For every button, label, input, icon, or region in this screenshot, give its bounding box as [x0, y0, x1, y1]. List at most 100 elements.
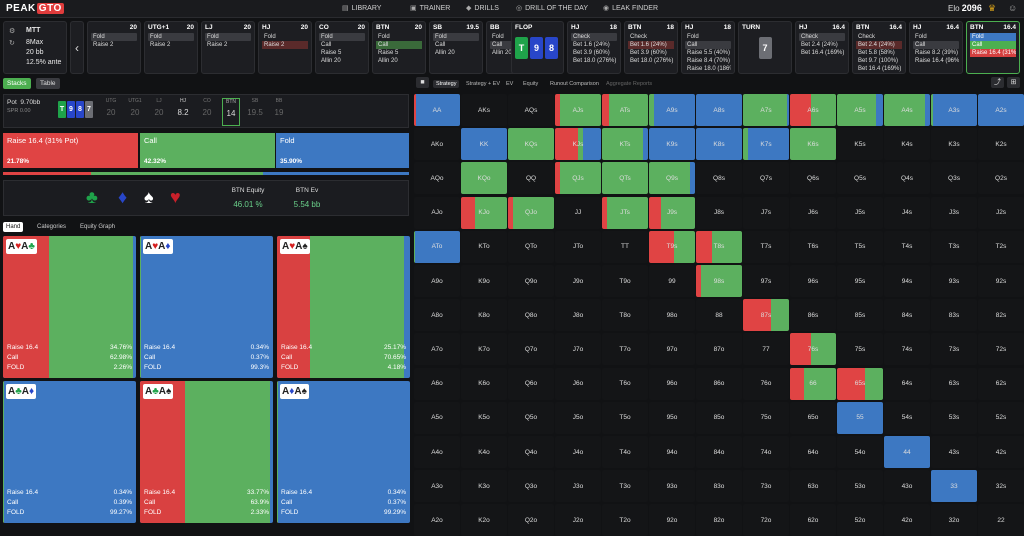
grid-cell[interactable]: AKo — [414, 128, 460, 160]
grid-cell[interactable]: 33 — [931, 470, 977, 502]
grid-cell[interactable]: 32o — [931, 504, 977, 536]
grid-cell[interactable]: 72s — [978, 333, 1024, 365]
grid-cell[interactable]: 98o — [649, 299, 695, 331]
grid-cell[interactable]: 92s — [978, 265, 1024, 297]
grid-cell[interactable]: 62o — [790, 504, 836, 536]
grid-cell[interactable]: 42o — [884, 504, 930, 536]
grid-cell[interactable]: 83o — [696, 470, 742, 502]
grid-cell[interactable]: 55 — [837, 402, 883, 434]
gear-icon[interactable]: ⚙ — [9, 27, 15, 35]
action-option[interactable]: Fold — [91, 33, 137, 41]
action-option[interactable]: Raise 8.4 (70%) — [685, 57, 731, 65]
grid-cell[interactable]: T9s — [649, 231, 695, 263]
action-option[interactable]: Check — [799, 33, 845, 41]
grid-cell[interactable]: J7s — [743, 197, 789, 229]
grid-cell[interactable]: K8s — [696, 128, 742, 160]
grid-cell[interactable]: 93o — [649, 470, 695, 502]
action-option[interactable]: Call — [913, 41, 959, 49]
grid-cell[interactable]: K9o — [461, 265, 507, 297]
action-option[interactable]: Allin 20 — [376, 57, 422, 65]
refresh-icon[interactable]: ↻ — [9, 39, 15, 47]
grid-cell[interactable]: QJs — [555, 162, 601, 194]
subtab-equity-graph[interactable]: Equity Graph — [77, 222, 118, 232]
grid-cell[interactable]: A5o — [414, 402, 460, 434]
grid-cell[interactable]: T2s — [978, 231, 1024, 263]
grid-cell[interactable]: J2o — [555, 504, 601, 536]
grid-cell[interactable]: A2s — [978, 94, 1024, 126]
grid-cell[interactable]: J9s — [649, 197, 695, 229]
grid-cell[interactable]: 97o — [649, 333, 695, 365]
grid-cell[interactable]: 87o — [696, 333, 742, 365]
grid-cell[interactable]: J8o — [555, 299, 601, 331]
grid-cell[interactable]: 86s — [790, 299, 836, 331]
action-option[interactable]: Fold — [970, 33, 1016, 41]
action-option[interactable]: Fold — [319, 33, 365, 41]
grid-cell[interactable]: 64s — [884, 368, 930, 400]
grid-cell[interactable]: Q6s — [790, 162, 836, 194]
grid-cell[interactable]: KQs — [508, 128, 554, 160]
grid-cell[interactable]: 84o — [696, 436, 742, 468]
tab-table[interactable]: Table — [36, 78, 60, 89]
grid-cell[interactable]: K2s — [978, 128, 1024, 160]
action-option[interactable]: Raise 18.0 (186%) — [685, 65, 731, 73]
grid-cell[interactable]: T3s — [931, 231, 977, 263]
grid-cell[interactable]: 82s — [978, 299, 1024, 331]
grid-cell[interactable]: A6o — [414, 368, 460, 400]
grid-cell[interactable]: T4s — [884, 231, 930, 263]
grid-cell[interactable]: K4o — [461, 436, 507, 468]
action-option[interactable]: Bet 1.6 (24%) — [571, 41, 617, 49]
grid-cell[interactable]: A2o — [414, 504, 460, 536]
grid-cell[interactable]: A3s — [931, 94, 977, 126]
nav-drills[interactable]: ◆DRILLS — [466, 4, 499, 12]
user-icon[interactable]: ☺ — [1008, 3, 1017, 13]
grid-cell[interactable]: A8o — [414, 299, 460, 331]
grid-cell[interactable]: Q5s — [837, 162, 883, 194]
grid-cell[interactable]: 73s — [931, 333, 977, 365]
tab-runout-comparison[interactable]: Runout Comparison — [547, 80, 602, 88]
square-icon[interactable]: ■ — [416, 77, 429, 88]
grid-cell[interactable]: 44 — [884, 436, 930, 468]
grid-cell[interactable]: 52o — [837, 504, 883, 536]
controller-icon[interactable]: ⊞ — [1007, 77, 1020, 88]
grid-cell[interactable]: 62s — [978, 368, 1024, 400]
action-option[interactable]: Call — [970, 41, 1016, 49]
action-option[interactable]: Raise 16.4 (31%) — [970, 49, 1016, 57]
grid-cell[interactable]: 22 — [978, 504, 1024, 536]
grid-cell[interactable]: J8s — [696, 197, 742, 229]
action-option[interactable]: Bet 2.4 (24%) — [856, 41, 902, 49]
grid-cell[interactable]: AJo — [414, 197, 460, 229]
grid-cell[interactable]: KTs — [602, 128, 648, 160]
grid-cell[interactable]: Q9s — [649, 162, 695, 194]
action-option[interactable]: Raise 2 — [91, 41, 137, 49]
nav-drill-of-the-day[interactable]: ◎DRILL OF THE DAY — [516, 4, 588, 12]
grid-cell[interactable]: Q7s — [743, 162, 789, 194]
grid-cell[interactable]: A8s — [696, 94, 742, 126]
grid-cell[interactable]: J5o — [555, 402, 601, 434]
action-option[interactable]: Bet 1.6 (24%) — [628, 41, 674, 49]
subtab-hand[interactable]: Hand — [3, 222, 23, 232]
grid-cell[interactable]: 72o — [743, 504, 789, 536]
grid-cell[interactable]: K9s — [649, 128, 695, 160]
grid-cell[interactable]: Q9o — [508, 265, 554, 297]
grid-cell[interactable]: K3s — [931, 128, 977, 160]
grid-cell[interactable]: JTs — [602, 197, 648, 229]
action-option[interactable]: Raise 2 — [148, 41, 194, 49]
grid-cell[interactable]: AQo — [414, 162, 460, 194]
grid-cell[interactable]: 32s — [978, 470, 1024, 502]
spade-icon[interactable]: ♠ — [144, 187, 154, 208]
grid-cell[interactable]: KQo — [461, 162, 507, 194]
grid-cell[interactable]: 54o — [837, 436, 883, 468]
grid-cell[interactable]: A9s — [649, 94, 695, 126]
club-icon[interactable]: ♣ — [86, 187, 98, 208]
action-option[interactable]: Fold — [685, 33, 731, 41]
